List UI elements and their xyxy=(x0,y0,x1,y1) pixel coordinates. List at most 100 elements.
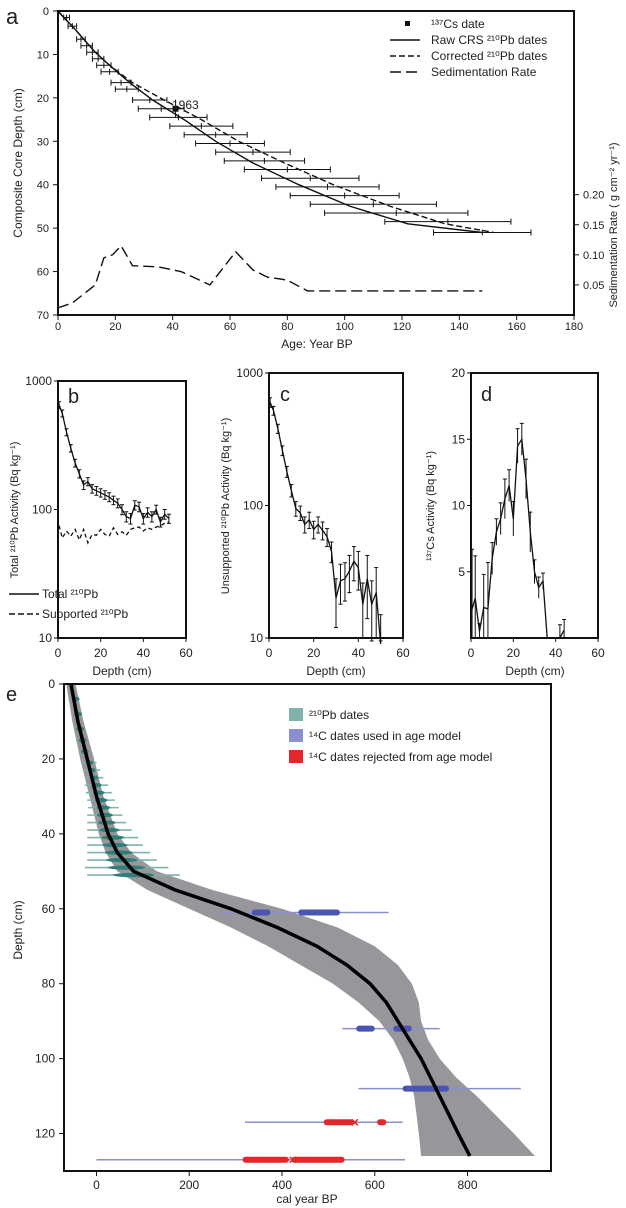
a-xtick-label: 160 xyxy=(507,321,525,333)
a-xtick-label: 80 xyxy=(281,321,293,333)
panel-b-letter: b xyxy=(68,386,79,408)
pb-xtick-label: 20 xyxy=(94,646,108,660)
c14-used-peak xyxy=(402,1085,449,1092)
c14-used-peak xyxy=(251,909,271,916)
cs-date-marker xyxy=(172,105,179,112)
a-ytick-label: 0 xyxy=(43,6,49,18)
pd-xtick-label: 40 xyxy=(549,646,563,660)
panel-c-letter: c xyxy=(280,384,290,406)
pb210-date-peak xyxy=(96,812,113,818)
a-xtick-label: 140 xyxy=(450,321,468,333)
pb-series-line xyxy=(58,521,170,545)
pe-ytick-label: 100 xyxy=(35,1052,55,1066)
pb210-date-peak xyxy=(107,865,146,870)
pe-ytick-label: 20 xyxy=(42,752,56,766)
pc-ytick-label: 100 xyxy=(243,499,263,513)
panel-d-letter: d xyxy=(481,384,492,406)
panel-e-frame xyxy=(63,683,552,1172)
a-xtick-label: 180 xyxy=(565,321,583,333)
pe-xtick-label: 0 xyxy=(93,1178,100,1192)
pe-xtick-label: 200 xyxy=(179,1178,199,1192)
age-model-envelope xyxy=(66,684,535,1156)
pb-legend-label: Total ²¹⁰Pb xyxy=(42,587,98,601)
pe-ytick-label: 80 xyxy=(42,977,56,991)
a-xtick-label: 20 xyxy=(109,321,121,333)
panel-c-ylabel: Unsupported ²¹⁰Pb Activity (Bq kg⁻¹) xyxy=(220,418,232,595)
legend-label: Sedimentation Rate xyxy=(431,65,537,79)
panel-c-xlabel: Depth (cm) xyxy=(306,664,365,678)
pd-ytick-label: 15 xyxy=(452,432,466,446)
pe-ytick-label: 120 xyxy=(35,1127,55,1141)
panel-a-xlabel: Age: Year BP xyxy=(281,337,352,351)
pe-legend-label: ²¹⁰Pb dates xyxy=(309,708,369,722)
pc-ytick-label: 10 xyxy=(250,631,264,645)
panel-a-ylabel: Composite Core Depth (cm) xyxy=(11,88,25,237)
panel-a-y2label: Sedimentation Rate ( g cm⁻² yr⁻¹) xyxy=(608,142,620,307)
c14-rejected-peak xyxy=(323,1119,354,1126)
pd-series-line xyxy=(471,437,565,639)
pb210-date-peak xyxy=(97,820,116,825)
pb-xtick-label: 40 xyxy=(137,646,151,660)
c14-rejected-cross xyxy=(289,1156,297,1164)
pb-xtick-label: 60 xyxy=(179,646,193,660)
c14-rejected-peak xyxy=(242,1156,289,1163)
a-y2tick-label: 0.20 xyxy=(583,190,604,202)
a-y2tick-label: 0.05 xyxy=(583,280,604,292)
panel-e: e 0 200 400 600 800 0 20 40 60 80 100 120 cal year … xyxy=(6,677,552,1206)
legend-label: Corrected ²¹⁰Pb dates xyxy=(431,49,547,63)
pd-ytick-label: 10 xyxy=(452,499,466,513)
pc-xtick-label: 40 xyxy=(352,646,366,660)
pe-ytick-label: 40 xyxy=(42,827,56,841)
c14-used-peak xyxy=(356,1025,375,1032)
panel-b-legend: Total ²¹⁰Pb Supported ²¹⁰Pb xyxy=(9,587,129,621)
pc-xtick-label: 20 xyxy=(307,646,321,660)
a-ytick-label: 30 xyxy=(37,136,49,148)
pe-ytick-label: 60 xyxy=(42,902,56,916)
c14-rejected-peak xyxy=(377,1119,387,1126)
a-y2tick-label: 0.10 xyxy=(583,250,604,262)
cs-1963-annotation: 1963 xyxy=(172,98,199,112)
pe-legend-label: ¹⁴C dates used in age model xyxy=(309,729,461,743)
panel-a-letter: a xyxy=(6,4,19,29)
panel-d: d 0 20 40 60 5 10 15 20 Depth (cm) ¹³⁷Cs Activi… xyxy=(425,366,605,678)
a-xtick-label: 120 xyxy=(393,321,411,333)
panel-b: b 0 20 40 60 10 100 1000 Depth (cm) Total ²¹⁰P… xyxy=(9,374,193,678)
panel-b-ylabel: Total ²¹⁰Pb Activity (Bq kg⁻¹) xyxy=(9,442,21,579)
corrected-line xyxy=(57,10,494,234)
a-ytick-label: 20 xyxy=(37,93,49,105)
a-xtick-label: 60 xyxy=(224,321,236,333)
c14-rejected-cross xyxy=(351,1118,359,1126)
a-xtick-label: 100 xyxy=(335,321,353,333)
panel-c: c 0 20 40 60 10 100 1000 Depth (cm) Unsupporte… xyxy=(220,366,410,678)
pb210-date-peak xyxy=(101,835,125,840)
pe-xtick-label: 800 xyxy=(457,1178,477,1192)
raw-crs-line xyxy=(57,10,483,234)
a-xtick-label: 0 xyxy=(55,321,61,333)
a-xtick-label: 40 xyxy=(167,321,179,333)
pb-ytick-label: 1000 xyxy=(25,374,52,388)
pd-ytick-label: 5 xyxy=(458,565,465,579)
panel-e-ylabel: Depth (cm) xyxy=(11,900,25,959)
pb-ytick-label: 100 xyxy=(32,503,52,517)
pc-ytick-label: 1000 xyxy=(236,366,263,380)
panel-a-legend: ¹³⁷Cs date Raw CRS ²¹⁰Pb dates Corrected ²… xyxy=(390,17,547,79)
pe-ytick-label: 0 xyxy=(48,677,55,691)
legend-label: ¹³⁷Cs date xyxy=(431,17,485,31)
panel-a: a 0 20 40 60 80 100 120 140 160 180 0 10 20 30 40 50 60 7… xyxy=(6,4,620,351)
panel-e-legend: ²¹⁰Pb dates ¹⁴C dates used in age model ¹⁴… xyxy=(289,708,492,764)
pe-legend-label: ¹⁴C dates rejected from age model xyxy=(309,750,492,764)
a-ytick-label: 70 xyxy=(37,310,49,322)
a-ytick-label: 10 xyxy=(37,49,49,61)
age-model-median-line xyxy=(69,683,472,1157)
panel-d-xlabel: Depth (cm) xyxy=(505,664,564,678)
pb-xtick-label: 0 xyxy=(55,646,62,660)
pb210-date-peak xyxy=(99,827,120,833)
c14-rejected-peak xyxy=(291,1156,345,1163)
panel-d-frame xyxy=(470,372,599,639)
a-ytick-label: 40 xyxy=(37,180,49,192)
panel-b-xlabel: Depth (cm) xyxy=(92,664,151,678)
panel-d-ylabel: ¹³⁷Cs Activity (Bq kg⁻¹) xyxy=(425,451,437,561)
sedimentation-rate-line xyxy=(57,244,483,309)
pc-xtick-label: 0 xyxy=(266,646,273,660)
